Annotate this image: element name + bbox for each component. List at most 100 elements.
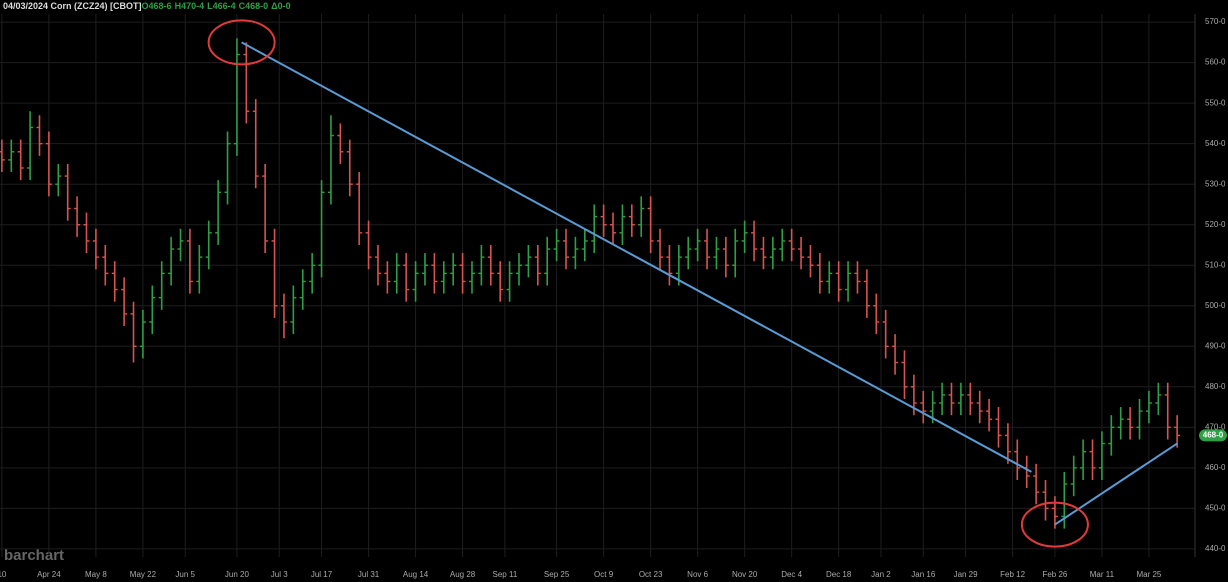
- ohlc-bar: [1014, 439, 1021, 481]
- ohlc-bar: [647, 196, 654, 254]
- ohlc-bar: [967, 382, 974, 416]
- ohlc-bar: [17, 139, 24, 181]
- ohlc-bar: [563, 228, 570, 270]
- x-tick-label: Jul 17: [311, 570, 333, 579]
- ohlc-bar: [1174, 415, 1181, 448]
- ohlc-bar: [177, 228, 184, 262]
- ohlc-bar: [83, 212, 90, 254]
- x-tick-label: Aug 28: [450, 570, 476, 579]
- y-tick-label: 540-0: [1205, 139, 1226, 148]
- ohlc-bar: [675, 244, 682, 286]
- ohlc-bar: [1127, 407, 1134, 440]
- ohlc-bar: [468, 261, 475, 294]
- x-tick-label: 10: [0, 570, 7, 579]
- quote-item: C468-0: [239, 1, 269, 11]
- ohlc-bar: [205, 220, 212, 270]
- ohlc-bar: [1042, 480, 1049, 521]
- ohlc-bar: [374, 244, 381, 286]
- ohlc-bar: [788, 228, 795, 262]
- x-tick-label: Dec 18: [826, 570, 852, 579]
- ohlc-bar: [224, 131, 231, 205]
- y-tick-label: 490-0: [1205, 341, 1226, 350]
- x-tick-label: Jul 31: [358, 570, 380, 579]
- ohlc-bar: [487, 244, 494, 286]
- ohlc-bar: [403, 253, 410, 302]
- ohlc-bar: [835, 261, 842, 302]
- ohlc-bar: [591, 204, 598, 254]
- ohlc-bar: [854, 261, 861, 294]
- ohlc-bar: [1089, 439, 1096, 481]
- ohlc-bar: [252, 99, 259, 189]
- y-tick-label: 460-0: [1205, 463, 1226, 472]
- ohlc-bar: [27, 111, 34, 181]
- ohlc-bar: [619, 204, 626, 245]
- ohlc-bar: [995, 407, 1002, 448]
- ohlc-bar: [751, 220, 758, 262]
- ohlc-bar: [233, 38, 240, 156]
- ohlc-bar: [168, 236, 175, 286]
- ohlc-bar: [901, 350, 908, 399]
- ohlc-bar: [384, 261, 391, 294]
- ohlc-bar: [337, 123, 344, 164]
- ohlc-bar: [290, 285, 297, 335]
- x-tick-label: Apr 24: [37, 570, 61, 579]
- watermark: barchart: [4, 547, 64, 564]
- ohlc-bar: [356, 172, 363, 245]
- ohlc-bar: [713, 236, 720, 270]
- ohlc-bar: [920, 390, 927, 424]
- ohlc-bar: [280, 293, 287, 339]
- trendline: [241, 41, 1032, 473]
- ohlc-bar: [986, 398, 993, 432]
- ohlc-bar: [685, 236, 692, 270]
- ohlc-bar: [8, 139, 15, 173]
- last-price-label: 468-0: [1203, 431, 1224, 440]
- quote-item: L466-4: [207, 1, 236, 11]
- x-tick-label: Jun 20: [225, 570, 250, 579]
- ohlc-bar: [515, 253, 522, 286]
- ohlc-bar: [1155, 382, 1162, 416]
- ohlc-bar: [158, 261, 165, 310]
- y-tick-label: 450-0: [1205, 503, 1226, 512]
- highlight-circle: [207, 19, 276, 66]
- ohlc-bar: [957, 382, 964, 416]
- ohlc-bar: [393, 253, 400, 294]
- ohlc-bar: [102, 244, 109, 286]
- ohlc-bar: [657, 228, 664, 270]
- y-tick-label: 530-0: [1205, 179, 1226, 188]
- ohlc-bar: [572, 236, 579, 270]
- ohlc-bar: [299, 269, 306, 310]
- ohlc-bar: [845, 261, 852, 302]
- ohlc-bar: [1145, 390, 1152, 424]
- ohlc-bar: [318, 180, 325, 278]
- ohlc-bar: [412, 261, 419, 302]
- x-tick-label: Jan 29: [954, 570, 979, 579]
- ohlc-bar: [36, 115, 43, 156]
- y-tick-label: 500-0: [1205, 301, 1226, 310]
- x-tick-label: May 8: [85, 570, 107, 579]
- ohlc-bar: [948, 382, 955, 416]
- x-tick-label: Mar 25: [1136, 570, 1161, 579]
- x-tick-label: Nov 20: [732, 570, 758, 579]
- ohlc-bar: [1004, 423, 1011, 464]
- ohlc-bar: [816, 253, 823, 294]
- ohlc-bar: [553, 228, 560, 262]
- ohlc-bar: [581, 228, 588, 262]
- ohlc-bar: [45, 131, 52, 197]
- ohlc-bar: [760, 236, 767, 270]
- x-tick-label: Jul 3: [271, 570, 288, 579]
- quote-item: O468-6: [142, 1, 172, 11]
- x-tick-label: Jan 16: [911, 570, 936, 579]
- x-tick-label: Mar 11: [1090, 570, 1115, 579]
- ohlc-bar: [628, 204, 635, 237]
- ohlc-bar: [346, 139, 353, 197]
- x-tick-label: Feb 12: [1000, 570, 1025, 579]
- ohlc-bar: [365, 220, 372, 270]
- ohlc-bar: [478, 244, 485, 286]
- ohlc-bar: [215, 180, 222, 245]
- y-tick-label: 470-0: [1205, 422, 1226, 431]
- ohlc-bar: [64, 163, 71, 221]
- ohlc-bar: [1098, 431, 1105, 481]
- ohlc-bar: [666, 244, 673, 286]
